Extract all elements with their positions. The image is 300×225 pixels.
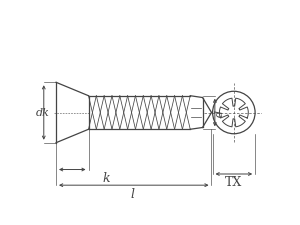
Text: d: d [214, 110, 224, 117]
Text: k: k [103, 172, 110, 185]
Text: TX: TX [225, 176, 242, 189]
Text: l: l [130, 188, 134, 201]
Text: dk: dk [36, 108, 50, 117]
